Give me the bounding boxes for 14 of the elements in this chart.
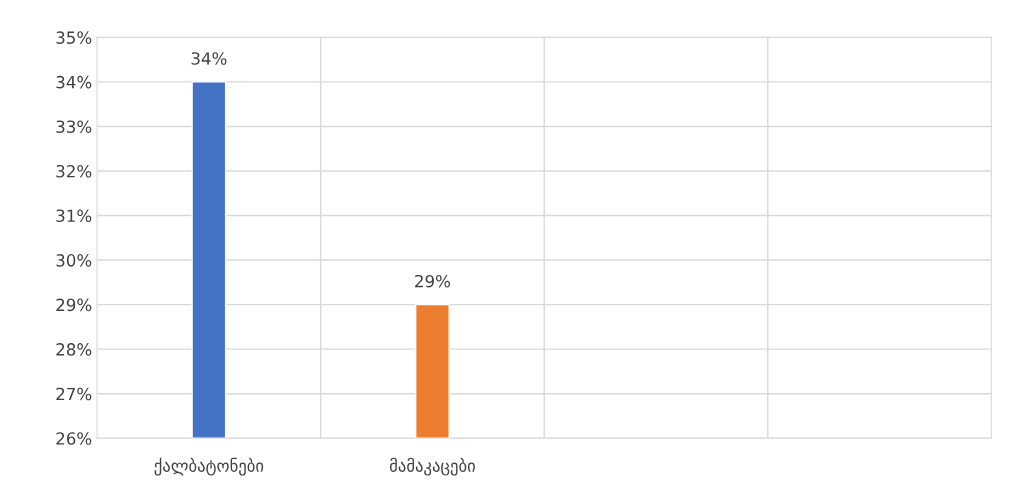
y-tick-label: 28% (56, 343, 92, 356)
y-tick-label: 34% (56, 75, 92, 89)
y-tick-label: 33% (56, 120, 92, 134)
x-tick-label: მამაკაცები (389, 457, 475, 476)
x-tick-label: ქალბატონები (154, 457, 264, 476)
y-tick-label: 27% (56, 387, 92, 401)
y-tick-label: 32% (56, 164, 92, 178)
y-tick-label: 29% (56, 298, 92, 312)
data-label: 29% (415, 274, 451, 288)
y-tick-label: 26% (56, 432, 92, 445)
y-tick-label: 31% (56, 209, 92, 223)
y-tick-label: 35% (56, 31, 92, 44)
y-tick-label: 30% (56, 254, 92, 267)
data-label: 34% (191, 52, 227, 65)
